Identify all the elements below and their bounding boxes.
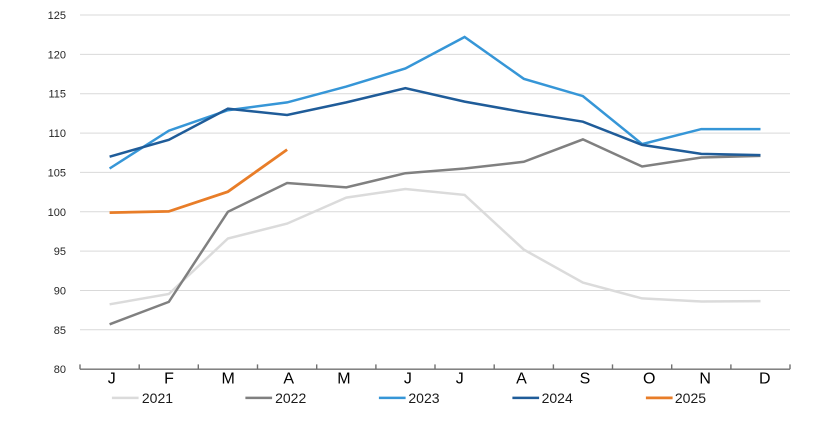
svg-text:J: J [404,370,412,387]
svg-text:J: J [456,370,464,387]
svg-text:2022: 2022 [275,390,306,406]
svg-text:80: 80 [54,364,66,376]
svg-text:A: A [283,370,294,387]
svg-text:2021: 2021 [142,390,173,406]
svg-text:F: F [164,370,174,387]
svg-text:A: A [516,370,527,387]
svg-text:85: 85 [54,325,66,337]
svg-text:M: M [337,370,350,387]
svg-text:M: M [222,370,235,387]
svg-text:O: O [643,370,655,387]
svg-text:90: 90 [54,286,66,298]
svg-text:S: S [580,370,591,387]
svg-text:2025: 2025 [675,390,706,406]
svg-text:2023: 2023 [408,390,439,406]
svg-text:125: 125 [48,10,66,22]
svg-text:110: 110 [48,128,66,140]
svg-text:D: D [759,370,771,387]
svg-text:120: 120 [48,49,66,61]
svg-text:2024: 2024 [542,390,573,406]
svg-text:N: N [699,370,711,387]
svg-text:105: 105 [48,167,66,179]
svg-text:95: 95 [54,246,66,258]
svg-text:100: 100 [48,207,66,219]
svg-text:115: 115 [48,89,66,101]
svg-text:J: J [108,370,116,387]
